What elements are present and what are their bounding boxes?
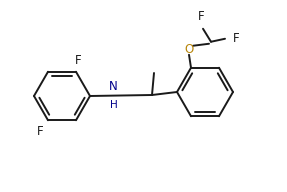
Text: N: N (109, 80, 118, 93)
Text: F: F (198, 10, 204, 23)
Text: F: F (37, 125, 44, 138)
Text: F: F (75, 54, 81, 67)
Text: F: F (233, 32, 240, 45)
Text: H: H (110, 100, 117, 110)
Text: O: O (184, 43, 194, 56)
